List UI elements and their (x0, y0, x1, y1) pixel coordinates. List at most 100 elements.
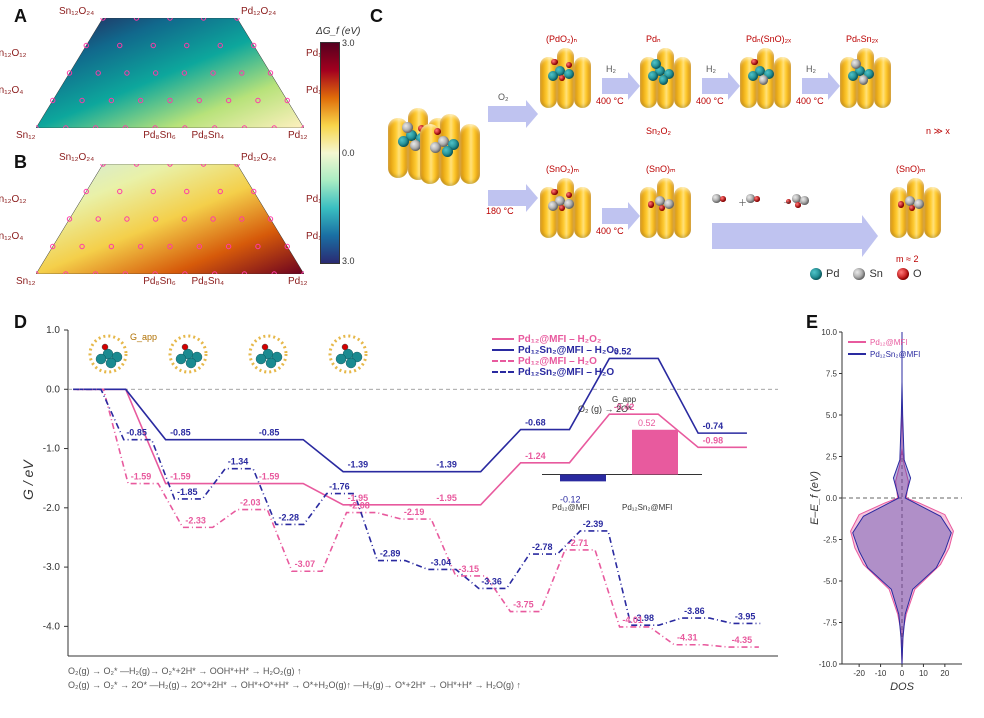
annotation-label: 400 °C (696, 96, 724, 106)
corner-label: Pd₈Sn₆ (143, 130, 176, 141)
svg-text:-7.5: -7.5 (823, 619, 837, 628)
svg-text:10: 10 (919, 669, 928, 678)
svg-text:-10.0: -10.0 (819, 660, 838, 669)
energy-diagram-svg: 1.00.0-1.0-2.0-3.0-4.0-0.85-0.85-1.39-1.… (22, 320, 792, 700)
zeolite-icon (640, 48, 691, 108)
panel-e-dos: 10.07.55.02.50.0-2.5-5.0-7.5-10.0-20-100… (810, 320, 968, 700)
annotation-label: (SnO)ₘ (646, 164, 676, 175)
svg-text:-2.28: -2.28 (278, 512, 299, 522)
panel-a-composition-map: Sn₁₂O₂₄Pd₁₂O₂₄Sn₁₂O₁₂Pd₁₂O₁₂Sn₁₂O₄Pd₁₂O₄… (36, 18, 304, 133)
annotation-label: 400 °C (596, 96, 624, 106)
zeolite-icon (640, 178, 691, 238)
figure-root: A B C D E Sn₁₂O₂₄Pd₁₂O₂₄Sn₁₂O₁₂Pd₁₂O₁₂Sn… (0, 0, 984, 718)
svg-text:-0.85: -0.85 (126, 428, 147, 438)
corner-label: Pd₁₂O₂₄ (241, 152, 276, 163)
svg-text:-1.59: -1.59 (170, 472, 191, 482)
corner-label: Pd₁₂ (288, 130, 308, 141)
corner-label: Pd₈Sn₄ (191, 130, 224, 141)
corner-label: Pd₈Sn₆ (143, 276, 176, 287)
annotation-label: H₂ (706, 64, 716, 74)
svg-text:-5.0: -5.0 (823, 577, 837, 586)
annotation-label: O₂ (498, 92, 509, 102)
svg-text:-2.33: -2.33 (185, 515, 206, 525)
annotation-label: H₂ (606, 64, 616, 74)
svg-text:Pd₁₂Sn₂@MFI: Pd₁₂Sn₂@MFI (870, 350, 920, 359)
annotation-label: → (782, 196, 791, 206)
svg-text:7.5: 7.5 (826, 370, 838, 379)
svg-text:-3.07: -3.07 (295, 559, 316, 569)
svg-text:-2.08: -2.08 (349, 501, 370, 511)
svg-text:-20: -20 (853, 669, 865, 678)
legend-item: Pd₁₂Sn₂@MFI – H₂O₂ (492, 345, 619, 356)
svg-text:-1.76: -1.76 (329, 482, 350, 492)
annotation-label: Pdₙ(SnO)₂ₓ (746, 34, 791, 45)
panel-d-legend: Pd₁₂@MFI – H₂O₂Pd₁₂Sn₂@MFI – H₂O₂Pd₁₂@MF… (492, 334, 619, 378)
svg-text:20: 20 (940, 669, 949, 678)
svg-text:-3.95: -3.95 (735, 611, 756, 621)
zeolite-icon (740, 48, 791, 108)
corner-label: Sn₁₂O₁₂ (0, 48, 27, 59)
zeolite-icon (840, 48, 891, 108)
reaction-line-1: O₂(g) → O₂* —H₂(g)→ O₂*+2H* → OOH*+H* → … (68, 666, 302, 676)
svg-text:Pd₁₂@MFI: Pd₁₂@MFI (552, 503, 589, 512)
svg-text:-1.59: -1.59 (259, 472, 280, 482)
reaction-line-2: O₂(g) → O₂* → 2O* —H₂(g)→ 2O*+2H* → OH*+… (68, 680, 521, 690)
svg-text:-2.19: -2.19 (404, 507, 425, 517)
svg-text:E–E_f (eV): E–E_f (eV) (810, 471, 821, 525)
arrow-icon (702, 78, 728, 94)
svg-text:-2.89: -2.89 (380, 549, 401, 559)
svg-text:-1.0: -1.0 (43, 444, 61, 455)
colorbar-tick-max: 3.0 (342, 38, 355, 48)
annotation-label: 400 °C (596, 226, 624, 236)
corner-label: Sn₁₂O₂₄ (59, 6, 94, 17)
svg-text:-1.39: -1.39 (348, 460, 369, 470)
panel-d-energy-diagram: 1.00.0-1.0-2.0-3.0-4.0-0.85-0.85-1.39-1.… (22, 320, 792, 700)
svg-text:-0.85: -0.85 (259, 428, 280, 438)
svg-text:5.0: 5.0 (826, 411, 838, 420)
corner-label: Pd₁₂O₂₄ (241, 6, 276, 17)
svg-text:-0.68: -0.68 (525, 418, 546, 428)
legend-item: Pd₁₂Sn₂@MFI – H₂O (492, 367, 619, 378)
panel-b-composition-map: Sn₁₂O₂₄Pd₁₂O₂₄Sn₁₂O₁₂Pd₁₂O₁₂Sn₁₂O₄Pd₁₂O₄… (36, 164, 304, 279)
corner-label: Sn₁₂ (16, 130, 36, 141)
svg-text:-4.31: -4.31 (677, 633, 698, 643)
svg-text:O₂ (g) → 2O*: O₂ (g) → 2O* (578, 404, 632, 414)
svg-text:-10: -10 (875, 669, 887, 678)
svg-text:-2.5: -2.5 (823, 536, 837, 545)
svg-text:-3.36: -3.36 (481, 576, 502, 586)
svg-text:-2.71: -2.71 (568, 538, 589, 548)
annotation-label: Pdₙ (646, 34, 661, 45)
svg-text:-4.01: -4.01 (622, 615, 643, 625)
svg-text:G_app: G_app (130, 332, 157, 342)
annotation-label: ＋ (738, 196, 747, 209)
svg-text:1.0: 1.0 (46, 325, 60, 336)
svg-text:G_app: G_app (612, 395, 637, 404)
colorbar-title: ΔG_f (eV) (316, 26, 361, 37)
zeolite-icon (420, 114, 480, 184)
arrow-icon (712, 223, 862, 249)
annotation-label: 400 °C (796, 96, 824, 106)
svg-text:-2.78: -2.78 (532, 542, 553, 552)
annotation-label: (SnO)ₘ (896, 164, 926, 175)
svg-text:-0.74: -0.74 (703, 421, 724, 431)
annotation-label: Sn₂O₂ (646, 126, 671, 136)
colorbar-tick-mid: 0.0 (342, 148, 355, 158)
colorbar-tick-min: 3.0 (342, 256, 355, 266)
svg-text:-2.03: -2.03 (240, 498, 261, 508)
corner-label: Sn₁₂O₁₂ (0, 194, 27, 205)
panel-d-ylabel: G / eV (20, 460, 36, 500)
zeolite-icon (540, 48, 591, 108)
annotation-label: H₂ (806, 64, 816, 74)
svg-text:0.52: 0.52 (638, 418, 656, 428)
svg-text:Pd₁₂@MFI: Pd₁₂@MFI (870, 338, 907, 347)
corner-label: Sn₁₂ (16, 276, 36, 287)
svg-text:-3.0: -3.0 (43, 562, 61, 573)
svg-text:0.0: 0.0 (826, 494, 838, 503)
svg-text:-0.98: -0.98 (703, 435, 724, 445)
colorbar (320, 42, 340, 264)
corner-label: Sn₁₂O₄ (0, 231, 23, 242)
annotation-label: (SnO₂)ₘ (546, 164, 579, 175)
panel-c-schematic: O₂180 °C(PdO₂)ₙPdₙPdₙ(SnO)₂ₓPdₙSn₂ₓH₂400… (380, 18, 964, 288)
arrow-icon (802, 78, 828, 94)
annotation-label: m ≈ 2 (896, 254, 918, 264)
